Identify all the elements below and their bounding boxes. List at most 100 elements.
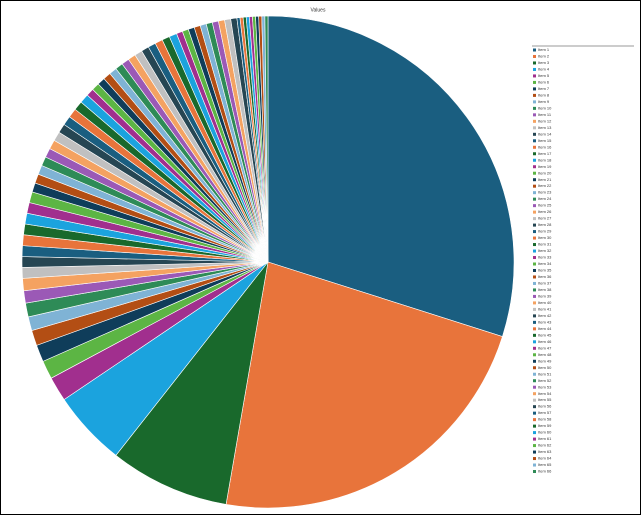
legend-label: Item 29 [538, 229, 552, 234]
legend-swatch [533, 385, 536, 389]
legend-swatch [533, 230, 536, 234]
legend-swatch [533, 431, 536, 435]
legend-swatch [533, 320, 536, 324]
legend-label: Item 8 [538, 92, 550, 97]
legend-swatch [533, 301, 536, 305]
legend-swatch [533, 243, 536, 247]
legend-label: Item 50 [538, 365, 552, 370]
pie-slice [264, 15, 269, 263]
legend-label: Item 57 [538, 410, 552, 415]
legend-swatch [533, 307, 536, 311]
legend-swatch [533, 178, 536, 182]
legend-label: Item 24 [538, 196, 552, 201]
legend-swatch [533, 139, 536, 143]
legend-swatch [533, 346, 536, 350]
legend-label: Item 35 [538, 268, 552, 273]
legend-swatch [533, 126, 536, 130]
legend-swatch [533, 217, 536, 221]
legend-label: Item 49 [538, 358, 552, 363]
legend-swatch [533, 93, 536, 97]
chart-title: Values [311, 7, 326, 13]
legend-label: Item 56 [538, 404, 552, 409]
legend-swatch [533, 398, 536, 402]
legend-label: Item 40 [538, 300, 552, 305]
legend-label: Item 39 [538, 293, 552, 298]
legend-swatch [533, 132, 536, 136]
legend-swatch [533, 275, 536, 279]
pie-slice [225, 261, 503, 509]
legend-swatch [533, 411, 536, 415]
legend-swatch [533, 165, 536, 169]
legend-label: Item 42 [538, 313, 552, 318]
legend-label: Item 38 [538, 287, 552, 292]
legend-swatch [533, 48, 536, 52]
legend-label: Item 51 [538, 371, 552, 376]
legend-swatch [533, 424, 536, 428]
legend-swatch [533, 359, 536, 363]
legend-label: Item 10 [538, 105, 552, 110]
legend-label: Item 59 [538, 423, 552, 428]
legend-swatch [533, 450, 536, 454]
legend-label: Item 41 [538, 306, 552, 311]
legend-label: Item 11 [538, 112, 552, 117]
legend-label: Item 13 [538, 125, 552, 130]
legend-label: Item 25 [538, 203, 552, 208]
legend-swatch [533, 353, 536, 357]
legend-label: Item 53 [538, 384, 552, 389]
legend-swatch [533, 262, 536, 266]
legend-label: Item 58 [538, 417, 552, 422]
legend-swatch [533, 366, 536, 370]
legend-swatch [533, 145, 536, 149]
legend-swatch [533, 457, 536, 461]
legend-swatch [533, 54, 536, 58]
legend-label: Item 36 [538, 274, 552, 279]
legend-swatch [533, 87, 536, 91]
legend-label: Item 12 [538, 118, 552, 123]
legend-swatch [533, 210, 536, 214]
legend-label: Item 60 [538, 430, 552, 435]
legend-label: Item 3 [538, 60, 550, 65]
legend-swatch [533, 281, 536, 285]
legend-swatch [533, 67, 536, 71]
legend-label: Item 44 [538, 326, 552, 331]
legend-swatch [533, 204, 536, 208]
legend-label: Item 15 [538, 138, 552, 143]
legend-swatch [533, 268, 536, 272]
legend-swatch [533, 113, 536, 117]
legend-swatch [533, 294, 536, 298]
legend-swatch [533, 463, 536, 467]
legend-label: Item 7 [538, 86, 550, 91]
legend-label: Item 20 [538, 170, 552, 175]
legend-swatch [533, 106, 536, 110]
legend-label: Item 23 [538, 190, 552, 195]
legend-swatch [533, 74, 536, 78]
legend-label: Item 47 [538, 345, 552, 350]
legend-label: Item 64 [538, 456, 552, 461]
legend-swatch [533, 152, 536, 156]
pie-slice [267, 15, 515, 337]
pie-slice [115, 261, 269, 505]
legend-label: Item 22 [538, 183, 552, 188]
legend-swatch [533, 100, 536, 104]
legend-swatch [533, 418, 536, 422]
legend-swatch [533, 158, 536, 162]
legend-label: Item 27 [538, 216, 552, 221]
legend-swatch [533, 256, 536, 260]
legend-swatch [533, 333, 536, 337]
legend-label: Item 55 [538, 397, 552, 402]
legend-swatch [533, 61, 536, 65]
legend-label: Item 43 [538, 319, 552, 324]
legend-label: Item 54 [538, 391, 552, 396]
legend-swatch [533, 314, 536, 318]
legend-label: Item 63 [538, 449, 552, 454]
legend-swatch [533, 470, 536, 474]
legend-label: Item 26 [538, 209, 552, 214]
legend-swatch [533, 171, 536, 175]
legend-swatch [533, 327, 536, 331]
legend-swatch [533, 191, 536, 195]
legend-label: Item 31 [538, 242, 552, 247]
legend-label: Item 45 [538, 332, 552, 337]
legend-label: Item 66 [538, 469, 552, 474]
legend-label: Item 48 [538, 352, 552, 357]
